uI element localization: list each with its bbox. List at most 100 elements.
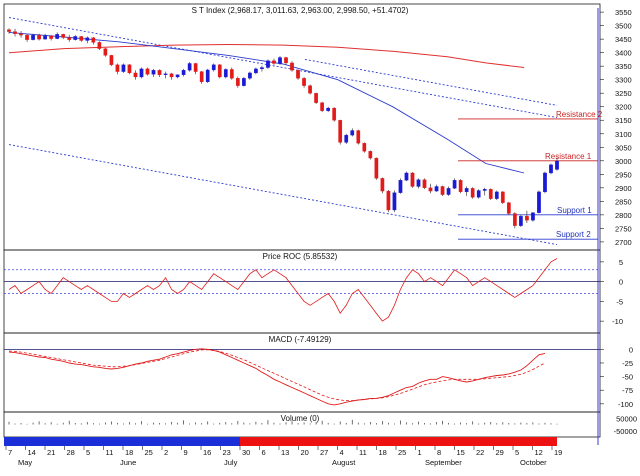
- candle-down: [235, 78, 240, 86]
- month-label: August: [332, 458, 356, 467]
- candle-up: [187, 63, 192, 71]
- candle-down: [284, 57, 288, 64]
- level-label-3: Support 1: [557, 206, 592, 215]
- month-label: July: [224, 458, 238, 467]
- candle-down: [525, 216, 529, 221]
- day-tick-label: 30: [242, 448, 250, 457]
- level-label-2: Resistance 1: [545, 152, 592, 161]
- candle-down: [25, 34, 29, 40]
- day-tick-label: 16: [203, 448, 211, 457]
- candle-down: [410, 172, 415, 187]
- macd-ytick-label: -75: [622, 386, 633, 395]
- candle-down: [470, 188, 475, 198]
- price-ytick-label: 3050: [615, 143, 632, 152]
- day-tick-label: 7: [8, 448, 12, 457]
- day-tick-label: 9: [184, 448, 188, 457]
- day-tick-label: 15: [457, 448, 465, 457]
- candle-down: [332, 107, 337, 121]
- price-ytick-label: 3250: [615, 89, 632, 98]
- candle-down: [314, 93, 318, 103]
- macd-line: [8, 348, 546, 406]
- day-tick-label: 23: [223, 448, 231, 457]
- candle-down: [49, 35, 54, 39]
- volume-panel-title: Volume (0): [281, 414, 320, 423]
- price-ytick-label: 2850: [615, 197, 632, 206]
- price-ytick-label: 3200: [615, 103, 632, 112]
- candle-down: [103, 48, 108, 56]
- trendline-1: [8, 17, 558, 118]
- candle-down: [169, 73, 174, 78]
- candle-down: [37, 34, 41, 40]
- candle-up: [326, 107, 331, 111]
- candle-up: [464, 188, 469, 193]
- price-ytick-label: 3300: [615, 76, 632, 85]
- price-ytick-label: 2750: [615, 224, 632, 233]
- candle-up: [398, 180, 403, 193]
- month-label: September: [425, 458, 462, 467]
- day-tick-label: 4: [340, 448, 344, 457]
- roc-ytick-label: -5: [616, 297, 623, 306]
- candle-up: [205, 69, 210, 83]
- candle-down: [115, 64, 120, 72]
- candle-up: [266, 60, 270, 68]
- roc-ytick-label: -10: [612, 317, 623, 326]
- candle-down: [296, 70, 300, 79]
- candle-up: [482, 189, 487, 191]
- day-tick-label: 28: [67, 448, 75, 457]
- candle-down: [79, 36, 84, 41]
- candle-down: [67, 37, 72, 40]
- candle-up: [211, 64, 216, 71]
- candle-down: [7, 29, 11, 32]
- candle-down: [133, 72, 138, 78]
- price-ytick-label: 3500: [615, 22, 632, 31]
- candle-down: [356, 130, 361, 144]
- day-tick-label: 6: [262, 448, 266, 457]
- roc-ytick-label: 5: [619, 258, 623, 267]
- candle-up: [223, 69, 228, 78]
- roc-ytick-label: 0: [619, 278, 623, 287]
- day-tick-label: 13: [281, 448, 289, 457]
- day-tick-label: 2: [164, 448, 168, 457]
- candle-up: [555, 160, 559, 170]
- candle-up: [278, 57, 282, 64]
- candle-up: [452, 180, 457, 189]
- candle-down: [61, 34, 66, 38]
- day-tick-label: 8: [437, 448, 441, 457]
- candle-down: [127, 64, 132, 74]
- candle-down: [458, 180, 463, 193]
- price-ytick-label: 3550: [615, 8, 632, 17]
- candle-up: [519, 216, 523, 226]
- day-tick-label: 12: [535, 448, 543, 457]
- day-tick-label: 19: [554, 448, 562, 457]
- level-label-1: Resistance 2: [556, 110, 603, 119]
- candle-up: [350, 130, 355, 136]
- candle-up: [55, 34, 60, 39]
- candle-down: [91, 37, 96, 43]
- candle-down: [386, 190, 391, 211]
- month-label: October: [520, 458, 547, 467]
- day-tick-label: 11: [359, 448, 367, 457]
- candle-up: [151, 70, 156, 75]
- panel-frame-2: [3, 249, 601, 334]
- candle-up: [139, 68, 144, 78]
- candle-down: [145, 68, 150, 75]
- candle-down: [422, 179, 427, 188]
- day-tick-label: 29: [496, 448, 504, 457]
- month-band-red: [240, 437, 557, 446]
- candle-up: [549, 164, 553, 174]
- day-tick-label: 1: [418, 448, 422, 457]
- month-label: June: [120, 458, 136, 467]
- candle-down: [488, 189, 493, 199]
- candle-down: [290, 62, 294, 71]
- candle-down: [19, 33, 23, 36]
- roc-panel-title: Price ROC (5.85532): [263, 252, 338, 261]
- candle-up: [404, 172, 409, 181]
- candle-down: [320, 102, 324, 111]
- day-tick-label: 18: [379, 448, 387, 457]
- candle-down: [512, 213, 517, 226]
- candle-up: [31, 34, 35, 40]
- candle-down: [199, 71, 204, 83]
- candle-up: [73, 36, 78, 40]
